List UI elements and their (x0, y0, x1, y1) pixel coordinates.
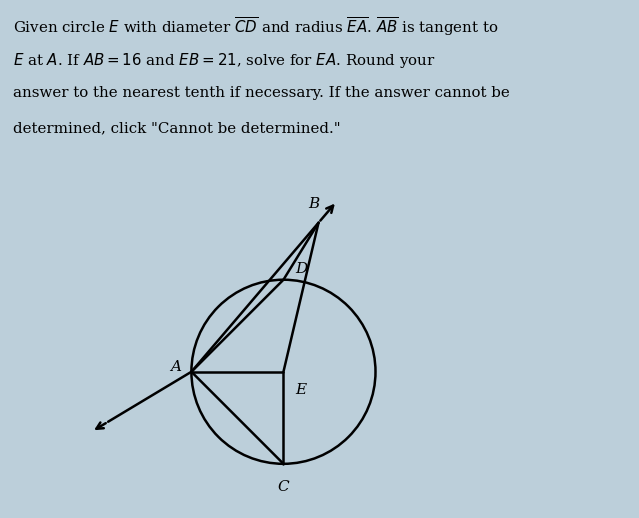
Text: answer to the nearest tenth if necessary. If the answer cannot be: answer to the nearest tenth if necessary… (13, 86, 509, 100)
Text: Given circle $\mathit{E}$ with diameter $\overline{CD}$ and radius $\overline{EA: Given circle $\mathit{E}$ with diameter … (13, 16, 498, 38)
Text: A: A (170, 361, 181, 375)
Text: D: D (295, 262, 307, 276)
Text: $\mathit{E}$ at $\mathit{A}$. If $\mathit{AB} = 16$ and $\mathit{EB} = 21$, solv: $\mathit{E}$ at $\mathit{A}$. If $\mathi… (13, 51, 435, 70)
Text: C: C (277, 480, 289, 494)
Text: B: B (309, 197, 320, 211)
Text: determined, click "Cannot be determined.": determined, click "Cannot be determined.… (13, 121, 341, 135)
Text: E: E (295, 383, 306, 397)
